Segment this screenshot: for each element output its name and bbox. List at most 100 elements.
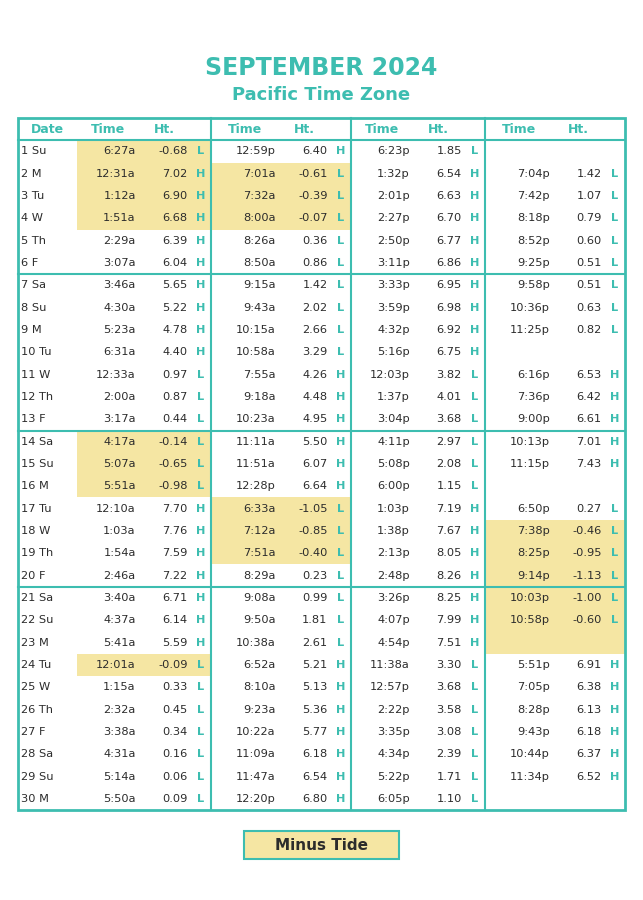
Text: 6.68: 6.68 [163,213,188,223]
Text: 6.92: 6.92 [437,325,462,335]
Text: 10:38a: 10:38a [236,637,276,648]
Text: 1:12a: 1:12a [104,191,136,201]
Text: H: H [336,482,345,491]
Text: 12:57p: 12:57p [370,682,410,692]
Text: 9:43p: 9:43p [517,727,550,737]
Text: 6.90: 6.90 [163,191,188,201]
Text: 0.06: 0.06 [163,771,188,781]
Text: 0.79: 0.79 [576,213,602,223]
Text: 6.42: 6.42 [577,392,602,402]
Text: 19 Th: 19 Th [21,548,53,558]
Text: H: H [470,281,480,291]
Text: 9:25p: 9:25p [517,258,550,268]
Text: 30 M: 30 M [21,794,49,804]
Text: 6:23p: 6:23p [377,147,410,157]
Text: 7:04p: 7:04p [517,169,550,179]
Text: H: H [610,459,620,469]
Text: 21 Sa: 21 Sa [21,593,53,603]
Text: Pacific Time Zone: Pacific Time Zone [232,86,411,104]
Text: L: L [471,771,478,781]
Text: H: H [196,258,206,268]
Bar [485,587,625,609]
Text: 2:50p: 2:50p [377,236,410,246]
Text: 1:38p: 1:38p [377,526,410,536]
Text: H: H [470,593,480,603]
Text: 6.53: 6.53 [576,370,602,380]
Text: 7.22: 7.22 [163,571,188,580]
Text: L: L [611,169,619,179]
Text: H: H [470,637,480,648]
Text: 12:20p: 12:20p [236,794,276,804]
Text: 2.66: 2.66 [302,325,327,335]
Text: 1:54a: 1:54a [104,548,136,558]
Text: 5 Th: 5 Th [21,236,46,246]
Text: 16 M: 16 M [21,482,49,491]
Text: -0.07: -0.07 [298,213,327,223]
Text: 12:01a: 12:01a [96,660,136,670]
Text: 15 Su: 15 Su [21,459,53,469]
Text: 11:11a: 11:11a [236,436,276,446]
Text: 6.75: 6.75 [437,347,462,357]
Bar [211,520,351,542]
Text: 7:32a: 7:32a [243,191,276,201]
Text: L: L [337,526,344,536]
Text: 10:13p: 10:13p [510,436,550,446]
Text: 9:14p: 9:14p [517,571,550,580]
Bar [211,542,351,564]
Text: 11:34p: 11:34p [510,771,550,781]
Text: 10 Tu: 10 Tu [21,347,51,357]
Text: 5.21: 5.21 [302,660,327,670]
Text: 7.43: 7.43 [576,459,602,469]
Bar [211,498,351,520]
Text: 25 W: 25 W [21,682,50,692]
Text: L: L [471,436,478,446]
Text: 6.80: 6.80 [302,794,327,804]
Text: -0.68: -0.68 [158,147,188,157]
Text: Time: Time [365,122,399,136]
Text: 3:59p: 3:59p [377,302,410,312]
Text: 14 Sa: 14 Sa [21,436,53,446]
Text: 1.15: 1.15 [437,482,462,491]
Text: 1:37p: 1:37p [377,392,410,402]
Text: 5:07a: 5:07a [104,459,136,469]
Text: 8:28p: 8:28p [517,705,550,715]
Text: L: L [197,414,204,425]
Text: 0.87: 0.87 [162,392,188,402]
Text: 3.58: 3.58 [437,705,462,715]
Bar [77,453,211,475]
Text: H: H [196,504,206,514]
Text: H: H [336,660,345,670]
Text: 4:31a: 4:31a [104,749,136,760]
Text: 4:34p: 4:34p [377,749,410,760]
Text: 2:01p: 2:01p [377,191,410,201]
Bar [77,207,211,230]
Bar [77,163,211,185]
Text: L: L [197,370,204,380]
Text: L: L [611,504,619,514]
Text: H: H [336,705,345,715]
Text: H: H [470,504,480,514]
Text: 1.42: 1.42 [577,169,602,179]
Text: 6 F: 6 F [21,258,38,268]
Text: H: H [336,392,345,402]
Text: 2:46a: 2:46a [104,571,136,580]
Text: 6.77: 6.77 [437,236,462,246]
Text: 8:26a: 8:26a [244,236,276,246]
Text: 9:00p: 9:00p [517,414,550,425]
Text: 4:37a: 4:37a [104,616,136,625]
Text: 2:00a: 2:00a [104,392,136,402]
Text: L: L [197,682,204,692]
Bar [77,185,211,207]
Text: 5:23a: 5:23a [104,325,136,335]
Text: 0.51: 0.51 [576,258,602,268]
Text: 1.10: 1.10 [437,794,462,804]
Text: 6.40: 6.40 [302,147,327,157]
Text: 6.39: 6.39 [163,236,188,246]
Text: 7:42p: 7:42p [517,191,550,201]
Text: 7:55a: 7:55a [243,370,276,380]
Text: 7.01: 7.01 [576,436,602,446]
Text: 0.16: 0.16 [163,749,188,760]
Text: 4:07p: 4:07p [377,616,410,625]
Text: 20 F: 20 F [21,571,46,580]
Text: SEPTEMBER 2024: SEPTEMBER 2024 [205,56,438,80]
